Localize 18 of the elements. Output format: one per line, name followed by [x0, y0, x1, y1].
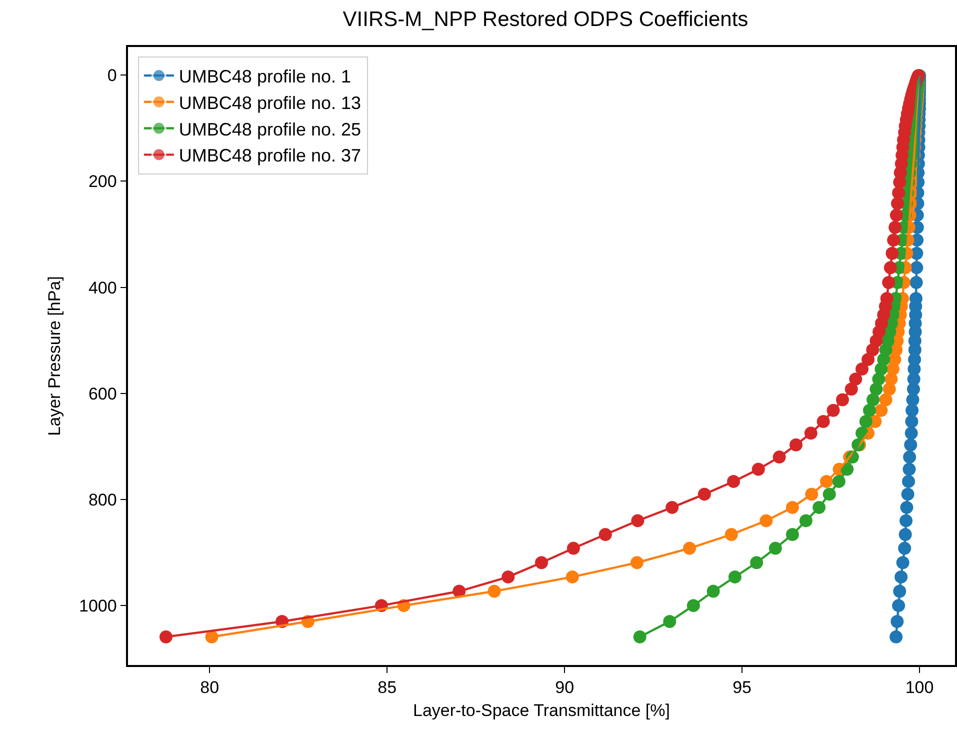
y-tick-label: 0 — [107, 66, 117, 86]
y-axis-title: Layer Pressure [hPa] — [45, 276, 64, 436]
x-axis-title: Layer-to-Space Transmittance [%] — [412, 701, 670, 720]
x-tick-label: 80 — [200, 678, 220, 698]
x-tick-label: 90 — [555, 678, 574, 698]
x-tick-label: 95 — [732, 678, 752, 698]
y-tick-label: 400 — [88, 278, 117, 298]
legend-label: UMBC48 profile no. 25 — [178, 119, 362, 140]
y-tick-label: 800 — [88, 490, 117, 510]
x-tick-label: 85 — [378, 678, 397, 698]
legend-label: UMBC48 profile no. 37 — [178, 146, 362, 166]
chart-title: VIIRS-M_NPP Restored ODPS Coefficients — [342, 8, 748, 31]
y-tick-label: 1000 — [79, 596, 117, 616]
y-tick-label: 200 — [88, 172, 117, 192]
legend-label: UMBC48 profile no. 1 — [178, 66, 352, 86]
legend-label: UMBC48 profile no. 13 — [178, 92, 362, 113]
y-tick-label: 600 — [88, 384, 117, 404]
x-tick-label: 100 — [905, 678, 934, 698]
